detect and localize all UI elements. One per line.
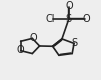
Text: O: O bbox=[65, 1, 73, 11]
Text: S: S bbox=[72, 38, 78, 48]
Text: O: O bbox=[29, 33, 37, 43]
Text: S: S bbox=[66, 14, 72, 24]
Text: O: O bbox=[16, 45, 24, 55]
Text: O: O bbox=[83, 14, 90, 24]
Text: Cl: Cl bbox=[46, 14, 55, 24]
